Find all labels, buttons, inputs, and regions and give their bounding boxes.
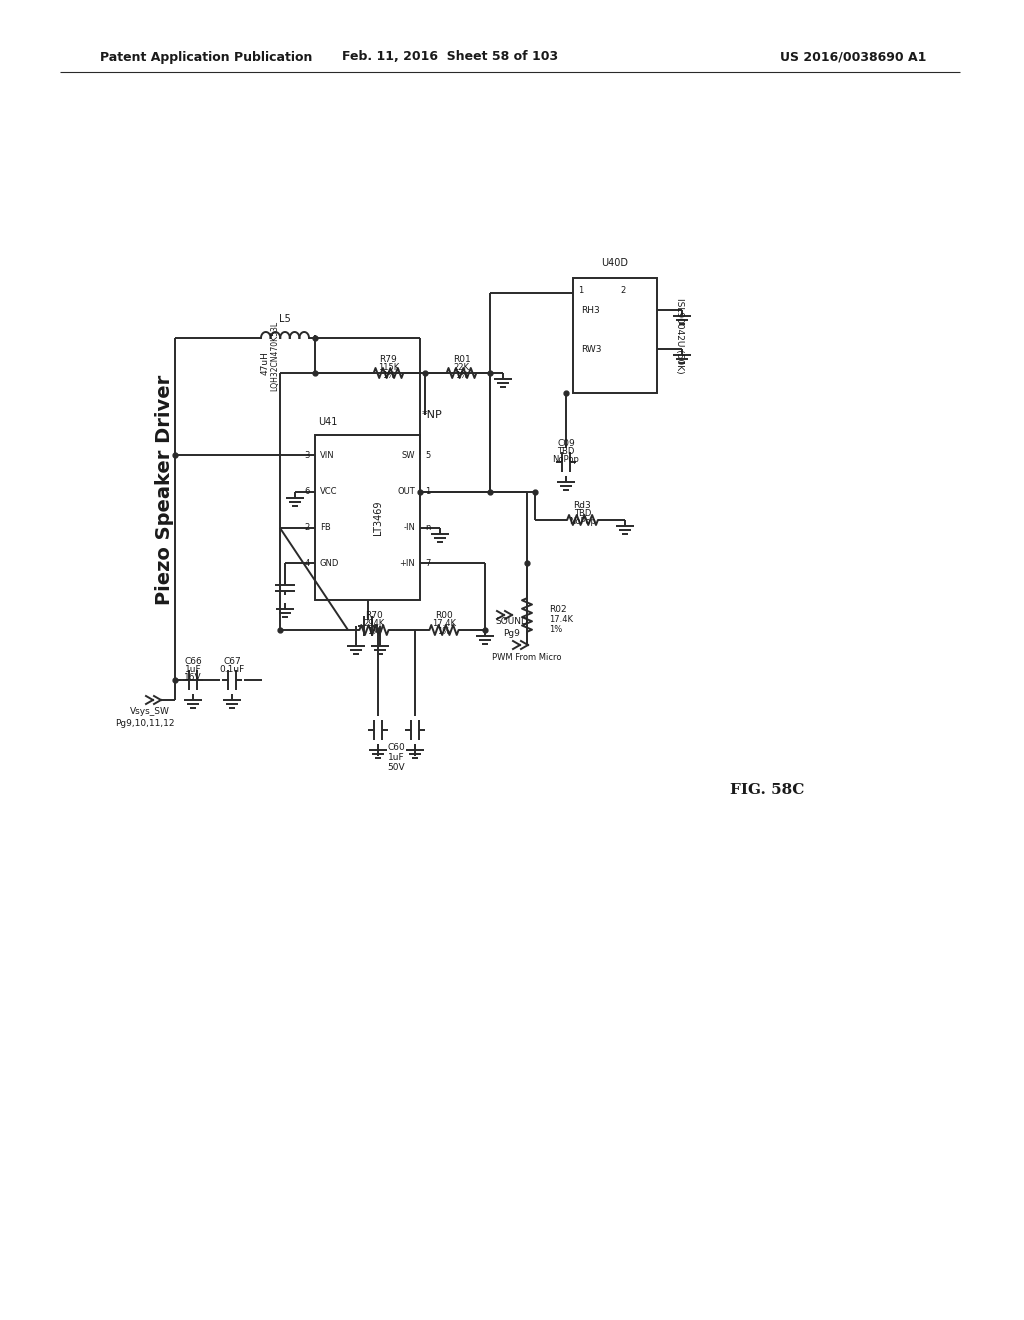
Text: 16V: 16V [184, 673, 202, 682]
Text: 6: 6 [304, 487, 310, 496]
Text: +IN: +IN [399, 558, 415, 568]
Text: n: n [425, 524, 430, 532]
Bar [315, 436, 420, 601]
Text: OUT: OUT [397, 487, 415, 496]
Text: U40D: U40D [601, 257, 629, 268]
Text: 5: 5 [425, 450, 430, 459]
Text: 1%: 1% [368, 627, 381, 636]
Text: *NP: *NP [422, 411, 442, 420]
Text: SOUND: SOUND [496, 616, 528, 626]
Text: Piezo Speaker Driver: Piezo Speaker Driver [156, 375, 174, 605]
Text: 47uH: 47uH [260, 351, 269, 375]
Text: R01: R01 [453, 355, 470, 363]
Text: C09: C09 [557, 440, 574, 449]
Text: NoPop: NoPop [553, 455, 580, 465]
Text: 1%: 1% [437, 627, 451, 636]
Text: 1%: 1% [549, 624, 562, 634]
Text: -IN: -IN [403, 524, 415, 532]
Text: 2: 2 [305, 524, 310, 532]
Text: LT3469: LT3469 [373, 500, 383, 535]
Text: R00: R00 [435, 611, 453, 620]
Text: 3: 3 [304, 450, 310, 459]
Text: Feb. 11, 2016  Sheet 58 of 103: Feb. 11, 2016 Sheet 58 of 103 [342, 50, 558, 63]
Text: SW: SW [401, 450, 415, 459]
Text: 1: 1 [425, 487, 430, 496]
Text: TBD: TBD [573, 510, 591, 519]
Text: C60: C60 [388, 743, 406, 752]
Text: 17.4K: 17.4K [549, 615, 573, 623]
Text: R79: R79 [380, 355, 397, 363]
Text: 2: 2 [620, 286, 626, 294]
Text: LQH32CN470K53L: LQH32CN470K53L [270, 321, 280, 391]
Text: 4: 4 [305, 558, 310, 568]
Text: Pg9: Pg9 [504, 628, 520, 638]
Text: 115K: 115K [378, 363, 399, 371]
Text: 17.4K: 17.4K [432, 619, 456, 628]
Text: 1%: 1% [455, 371, 468, 380]
Text: 1: 1 [578, 286, 584, 294]
Text: FB: FB [319, 524, 331, 532]
Text: 1%: 1% [382, 371, 395, 380]
Text: VCC: VCC [319, 487, 338, 496]
Text: NoPop: NoPop [569, 517, 596, 527]
Text: 1uF: 1uF [184, 665, 202, 675]
Text: 7: 7 [425, 558, 430, 568]
Text: GND: GND [319, 558, 339, 568]
Text: 0.1uF: 0.1uF [219, 665, 245, 675]
Text: ISL90042U (50K): ISL90042U (50K) [675, 298, 683, 374]
Text: R02: R02 [549, 605, 566, 614]
Text: U41: U41 [318, 417, 337, 426]
Text: R70: R70 [366, 611, 383, 620]
Text: 1uF: 1uF [388, 754, 404, 763]
Text: RH3: RH3 [581, 306, 600, 314]
Text: Vsys_SW: Vsys_SW [130, 708, 170, 717]
Text: TBD: TBD [557, 447, 574, 457]
Text: 50V: 50V [388, 763, 406, 772]
Bar [573, 279, 657, 393]
Text: 22K: 22K [454, 363, 469, 371]
Text: C66: C66 [184, 657, 202, 667]
Text: PWM From Micro: PWM From Micro [493, 652, 562, 661]
Text: VIN: VIN [319, 450, 335, 459]
Text: Pg9,10,11,12: Pg9,10,11,12 [116, 719, 175, 729]
Text: 294K: 294K [364, 619, 385, 628]
Text: Rd3: Rd3 [573, 502, 592, 511]
Text: C67: C67 [223, 657, 241, 667]
Text: US 2016/0038690 A1: US 2016/0038690 A1 [780, 50, 927, 63]
Text: FIG. 58C: FIG. 58C [730, 783, 805, 797]
Text: Patent Application Publication: Patent Application Publication [100, 50, 312, 63]
Text: RW3: RW3 [581, 345, 601, 354]
Text: L5: L5 [280, 314, 291, 323]
